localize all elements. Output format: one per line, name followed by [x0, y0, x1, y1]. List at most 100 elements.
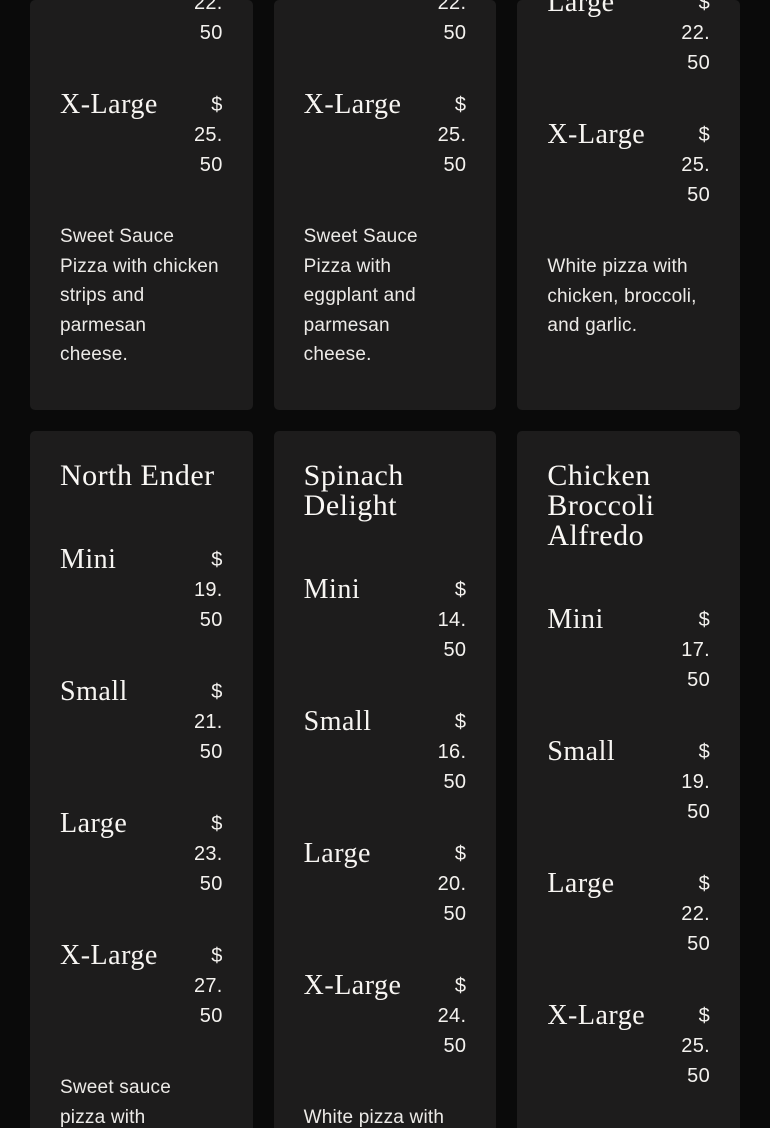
size-row-mini: Mini $ 19. 50	[60, 545, 223, 635]
size-label: Large	[547, 0, 615, 18]
size-label: X-Large	[547, 1000, 646, 1031]
price-currency: $	[211, 681, 223, 703]
menu-grid: 22. 50 X-Large $ 25. 50 Sweet Sauce Pizz…	[30, 0, 740, 1128]
price-whole: 20.	[437, 873, 467, 895]
price-cents: 50	[199, 1005, 223, 1027]
price: 22. 50	[404, 0, 466, 48]
price-whole: 25.	[681, 154, 710, 176]
price-whole: 19.	[681, 771, 710, 793]
menu-card-sweet-sauce-chicken: 22. 50 X-Large $ 25. 50 Sweet Sauce Pizz…	[30, 0, 253, 410]
price-currency: $	[698, 0, 710, 14]
size-label: Small	[60, 676, 128, 707]
price-cents: 50	[687, 184, 710, 206]
price: $ 20. 50	[404, 839, 466, 929]
size-row-xlarge: X-Large $ 24. 50	[304, 971, 467, 1061]
price-cents: 50	[199, 154, 223, 176]
menu-item-title: North Ender	[60, 459, 215, 492]
price-whole: 25.	[193, 124, 223, 146]
price-cents: 50	[687, 1065, 710, 1087]
price-cents: 50	[443, 22, 467, 44]
price-currency: $	[698, 741, 710, 763]
price-whole: 16.	[437, 741, 467, 763]
price: $ 25. 50	[648, 120, 710, 210]
menu-item-title: Chicken Broccoli Alfredo	[547, 459, 655, 552]
size-label: X-Large	[547, 119, 646, 150]
size-row-mini: Mini $ 17. 50	[547, 605, 710, 695]
price-currency: $	[454, 975, 467, 997]
price-cents: 50	[443, 903, 467, 925]
price: $ 22. 50	[648, 869, 710, 959]
price-currency: $	[698, 609, 710, 631]
size-label: Large	[60, 808, 128, 839]
price-cents: 50	[199, 741, 223, 763]
price-currency: $	[211, 94, 223, 116]
size-row-small: Small $ 16. 50	[304, 707, 467, 797]
size-row-large: Large $ 22. 50	[547, 869, 710, 959]
price-whole: 25.	[681, 1035, 710, 1057]
price-cents: 50	[687, 933, 710, 955]
price: $ 25. 50	[161, 90, 223, 180]
menu-card-spinach-delight: Spinach Delight Mini $ 14. 50 Small $ 16…	[273, 431, 497, 1128]
price: $ 22. 50	[648, 0, 710, 78]
size-label: Large	[303, 838, 371, 869]
menu-item-description: Sweet Sauce Pizza with chicken strips an…	[60, 226, 219, 365]
menu-card-white-pizza-chicken-broccoli: Large $ 22. 50 X-Large $ 25. 50 White pi…	[517, 0, 740, 410]
price-whole: 22.	[681, 22, 710, 44]
size-label: Small	[547, 736, 616, 767]
size-row-xlarge: X-Large $ 25. 50	[60, 90, 223, 180]
menu-card-north-ender: North Ender Mini $ 19. 50 Small $ 21. 50…	[30, 431, 253, 1128]
menu-item-description: Sweet sauce pizza with	[60, 1077, 171, 1128]
price-currency: $	[211, 813, 223, 835]
price-whole: 22.	[681, 903, 710, 925]
size-label: X-Large	[303, 89, 402, 120]
size-label: Mini	[60, 544, 117, 575]
price-currency: $	[211, 945, 223, 967]
price-whole: 25.	[437, 124, 467, 146]
menu-item-description: White pizza with chicken, broccoli, and …	[547, 256, 697, 336]
price-whole: 24.	[437, 1005, 467, 1027]
size-row-xlarge: X-Large $ 25. 50	[547, 1001, 710, 1091]
price-whole: 14.	[437, 609, 467, 631]
menu-item-description: Sweet Sauce Pizza with eggplant and parm…	[303, 226, 418, 365]
price-whole: 21.	[193, 711, 223, 733]
price: $ 23. 50	[161, 809, 223, 899]
price: $ 24. 50	[404, 971, 466, 1061]
price: $ 16. 50	[404, 707, 466, 797]
size-row-xlarge: X-Large $ 25. 50	[304, 90, 467, 180]
price: 22. 50	[161, 0, 223, 48]
price-currency: $	[454, 843, 467, 865]
price-cents: 50	[687, 801, 710, 823]
price: $ 19. 50	[648, 737, 710, 827]
price-cents: 50	[443, 154, 467, 176]
price-cents: 50	[199, 609, 223, 631]
size-label: X-Large	[60, 89, 158, 120]
price-cents: 50	[687, 669, 710, 691]
price-whole: 22.	[193, 0, 223, 14]
menu-card-sweet-sauce-eggplant: 22. 50 X-Large $ 25. 50 Sweet Sauce Pizz…	[273, 0, 497, 410]
price: $ 25. 50	[404, 90, 466, 180]
price-cents: 50	[443, 1035, 467, 1057]
price-currency: $	[454, 711, 467, 733]
price-whole: 22.	[437, 0, 467, 14]
price-currency: $	[698, 873, 710, 895]
menu-item-description: White pizza with	[303, 1107, 445, 1128]
size-row-partial: 22. 50	[304, 0, 467, 48]
price-cents: 50	[199, 22, 223, 44]
price-currency: $	[698, 124, 710, 146]
price-currency: $	[454, 579, 467, 601]
size-label: X-Large	[60, 940, 158, 971]
price-cents: 50	[443, 639, 467, 661]
size-label: Large	[547, 868, 615, 899]
price-whole: 19.	[193, 579, 223, 601]
size-label: X-Large	[303, 970, 402, 1001]
price: $ 21. 50	[161, 677, 223, 767]
size-label: Mini	[303, 574, 361, 605]
price-currency: $	[454, 94, 467, 116]
price: $ 25. 50	[648, 1001, 710, 1091]
price-whole: 27.	[193, 975, 223, 997]
price: $ 17. 50	[648, 605, 710, 695]
price-currency: $	[211, 549, 223, 571]
price-whole: 23.	[193, 843, 223, 865]
price: $ 27. 50	[161, 941, 223, 1031]
